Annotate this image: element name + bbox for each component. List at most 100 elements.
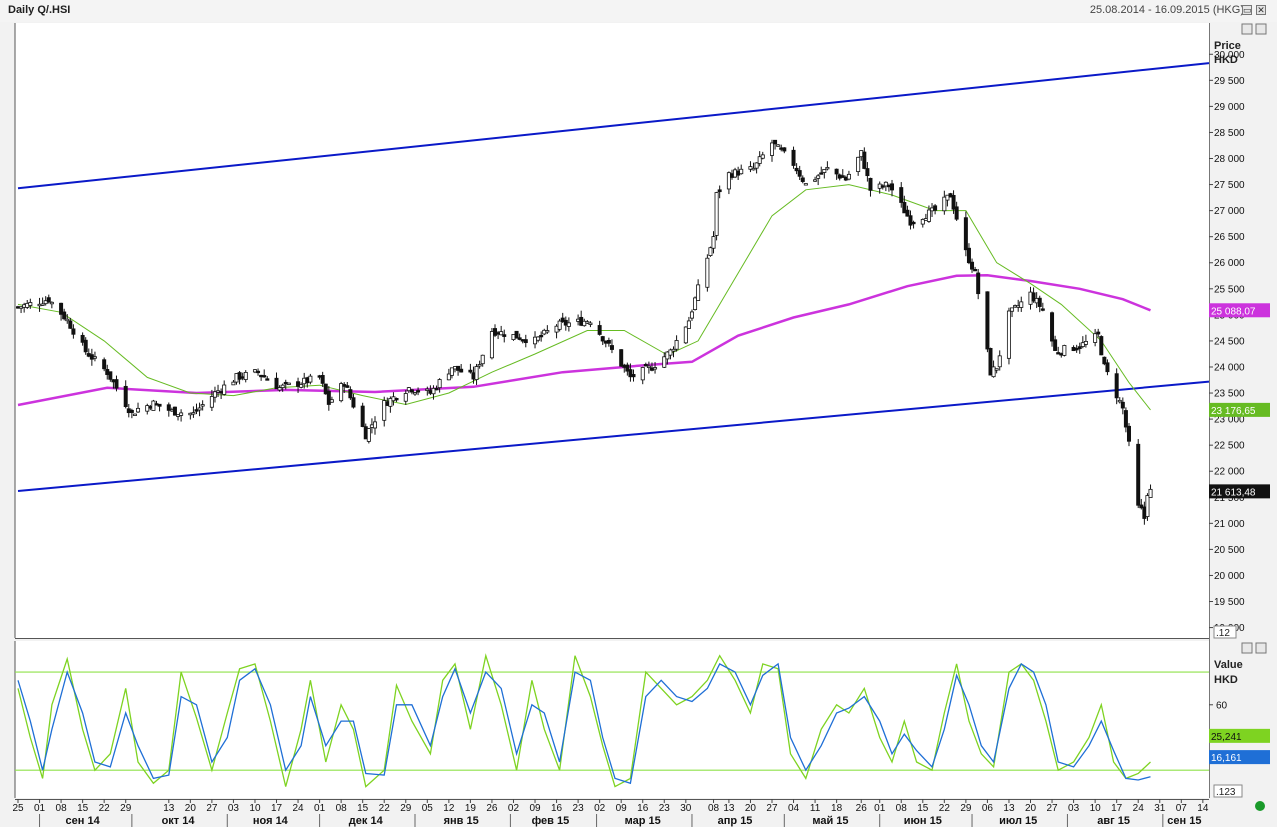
price-tick-label: 24 000: [1214, 362, 1245, 373]
candle-body: [1123, 410, 1128, 428]
candle-body: [825, 167, 830, 170]
day-tick-label: 22: [379, 803, 391, 814]
ma-short-value-tag-bg: [1209, 402, 1270, 417]
price-tick-label: 22 000: [1214, 467, 1245, 478]
candle-body: [985, 291, 990, 350]
day-tick-label: 13: [163, 803, 175, 814]
month-label: апр 15: [718, 815, 753, 827]
candle-body: [209, 396, 214, 408]
price-tick-label: 24 500: [1214, 336, 1245, 347]
candle-body: [323, 383, 328, 395]
candle-body: [1099, 336, 1104, 356]
candle-body: [708, 247, 713, 256]
candle-body: [1010, 307, 1015, 312]
candle-body: [643, 364, 648, 367]
candle-body: [782, 147, 787, 152]
day-tick-label: 26: [856, 803, 868, 814]
candle-body: [773, 139, 778, 145]
candle-body: [194, 409, 199, 412]
candle-body: [489, 331, 494, 359]
candle-body: [517, 337, 522, 340]
candle-body: [991, 366, 996, 378]
candle-body: [172, 406, 177, 416]
candle-body: [514, 330, 519, 339]
candle-body: [212, 391, 217, 398]
day-tick-label: 15: [357, 803, 369, 814]
day-tick-label: 23: [659, 803, 671, 814]
day-tick-label: 08: [708, 803, 720, 814]
price-axis-unit: HKD: [1214, 54, 1238, 66]
day-tick-label: 03: [228, 803, 240, 814]
price-tick-label: 28 000: [1214, 154, 1245, 165]
candle-body: [434, 387, 439, 391]
candle-body: [286, 382, 291, 385]
candle-body: [711, 236, 716, 249]
candle-body: [108, 371, 113, 380]
price-scale-button[interactable]: [1213, 625, 1237, 639]
candle-body: [1136, 443, 1141, 506]
day-tick-label: 15: [77, 803, 89, 814]
day-tick-label: 01: [314, 803, 326, 814]
candle-body: [822, 169, 827, 173]
price-tick-label: 30 000: [1214, 50, 1245, 61]
candle-body: [157, 403, 162, 407]
candle-body: [179, 412, 184, 416]
candle-body: [899, 187, 904, 203]
candle-body: [970, 261, 975, 270]
time-axis-bg: [15, 799, 1209, 827]
candle-body: [474, 366, 479, 380]
candle-body: [102, 359, 107, 370]
candle-body: [366, 428, 371, 442]
candle-body: [136, 407, 141, 413]
day-tick-label: 13: [1003, 803, 1015, 814]
candle-body: [1077, 346, 1082, 350]
chart-title: Daily Q/.HSI: [8, 4, 71, 16]
candle-body: [129, 409, 134, 413]
candle-body: [686, 320, 691, 329]
oscillator-series: [15, 653, 1209, 788]
candle-body: [523, 339, 528, 344]
candle-body: [191, 412, 196, 415]
candle-body: [714, 192, 719, 236]
month-label: сен 14: [66, 815, 101, 827]
day-tick-label: 10: [1090, 803, 1102, 814]
price-tick-label: 29 000: [1214, 102, 1245, 113]
day-tick-label: 24: [1133, 803, 1145, 814]
candle-body: [883, 181, 888, 187]
day-tick-label: 17: [1111, 803, 1123, 814]
candle-body: [403, 393, 408, 402]
price-tick-label: 23 000: [1214, 415, 1245, 426]
day-tick-label: 03: [1068, 803, 1080, 814]
pane-restore-icon[interactable]: [1241, 23, 1253, 35]
candle-body: [997, 355, 1002, 368]
day-tick-label: 18: [831, 803, 843, 814]
day-tick-label: 07: [1176, 803, 1188, 814]
close-icon[interactable]: ✕: [1256, 5, 1266, 15]
osc-scale-button[interactable]: [1213, 784, 1243, 798]
price-tick-label: 26 500: [1214, 232, 1245, 243]
candle-body: [151, 400, 156, 411]
day-tick-label: 27: [1046, 803, 1058, 814]
candle-body: [834, 168, 839, 175]
candle-body: [431, 387, 436, 395]
upper_channel-line: [17, 62, 1210, 190]
restore-icon[interactable]: ▭: [1242, 5, 1252, 15]
candle-body: [797, 170, 802, 177]
candle-body: [1053, 339, 1058, 351]
candle-body: [299, 384, 304, 388]
lower_channel-line: [17, 380, 1210, 492]
candle-body: [493, 328, 498, 336]
day-tick-label: 09: [529, 803, 541, 814]
osc-pane-restore-icon[interactable]: [1241, 642, 1253, 654]
candle-body: [256, 370, 261, 374]
osc-pane-close-icon[interactable]: [1255, 642, 1267, 654]
candle-body: [933, 205, 938, 211]
candle-body: [123, 385, 128, 407]
pane-close-icon[interactable]: [1255, 23, 1267, 35]
candle-body: [803, 183, 808, 186]
candle-body: [1040, 308, 1045, 311]
price-axis-label: Price: [1214, 40, 1241, 52]
osc-green-value-tag: 25,241: [1211, 732, 1242, 743]
candle-body: [560, 317, 565, 322]
